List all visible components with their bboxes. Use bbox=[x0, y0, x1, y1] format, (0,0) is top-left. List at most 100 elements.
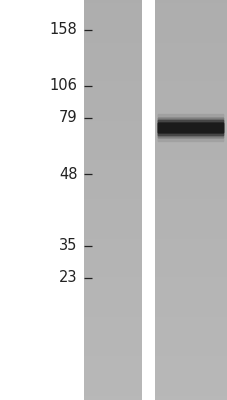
Bar bbox=[84, 197, 142, 199]
Bar bbox=[154, 24, 227, 25]
Bar bbox=[84, 388, 142, 389]
Bar bbox=[154, 201, 227, 203]
Bar bbox=[154, 242, 227, 244]
Bar bbox=[154, 209, 227, 211]
Bar bbox=[154, 384, 227, 385]
Bar bbox=[84, 237, 142, 239]
Bar bbox=[154, 352, 227, 353]
Bar bbox=[84, 28, 142, 29]
Bar bbox=[84, 256, 142, 257]
Bar bbox=[154, 78, 227, 80]
Bar bbox=[84, 288, 142, 289]
Bar bbox=[154, 228, 227, 229]
Bar bbox=[84, 385, 142, 387]
Bar bbox=[154, 41, 227, 43]
Bar bbox=[154, 220, 227, 221]
Bar bbox=[84, 369, 142, 371]
Bar bbox=[84, 234, 142, 236]
Bar bbox=[84, 9, 142, 11]
Bar bbox=[154, 317, 227, 319]
Bar bbox=[154, 82, 227, 84]
Bar bbox=[84, 254, 142, 256]
Bar bbox=[84, 160, 142, 161]
Bar bbox=[84, 320, 142, 321]
Bar bbox=[84, 188, 142, 189]
Bar bbox=[154, 154, 227, 156]
Bar bbox=[154, 232, 227, 233]
Bar bbox=[84, 88, 142, 89]
Bar bbox=[84, 58, 142, 60]
Bar bbox=[84, 318, 142, 320]
Bar bbox=[84, 56, 142, 57]
Bar bbox=[154, 206, 227, 208]
Bar bbox=[154, 349, 227, 351]
Bar bbox=[154, 85, 227, 87]
Bar bbox=[154, 204, 227, 205]
Bar bbox=[84, 396, 142, 397]
Bar bbox=[154, 244, 227, 245]
Bar bbox=[154, 182, 227, 184]
Bar bbox=[84, 141, 142, 143]
Bar bbox=[84, 0, 142, 1]
Bar bbox=[154, 270, 227, 272]
Bar bbox=[154, 277, 227, 279]
Bar bbox=[84, 110, 142, 112]
Bar bbox=[84, 241, 142, 243]
Bar bbox=[154, 330, 227, 332]
Bar bbox=[84, 161, 142, 163]
Bar bbox=[154, 121, 227, 123]
Bar bbox=[84, 64, 142, 65]
Bar bbox=[84, 206, 142, 208]
Bar bbox=[154, 116, 227, 117]
Bar bbox=[154, 106, 227, 108]
Bar bbox=[84, 389, 142, 391]
Bar bbox=[154, 172, 227, 173]
Bar bbox=[84, 82, 142, 84]
Bar bbox=[154, 60, 227, 61]
Bar bbox=[154, 29, 227, 31]
Bar bbox=[154, 124, 227, 125]
Bar bbox=[84, 118, 142, 120]
Bar bbox=[84, 69, 142, 71]
Bar bbox=[154, 230, 227, 232]
Bar bbox=[84, 106, 142, 108]
Bar bbox=[84, 353, 142, 355]
Bar bbox=[154, 325, 227, 327]
Bar bbox=[84, 86, 142, 88]
Bar bbox=[84, 196, 142, 197]
Bar bbox=[84, 34, 142, 36]
Bar bbox=[154, 357, 227, 359]
Bar bbox=[84, 76, 142, 77]
Bar bbox=[84, 361, 142, 363]
Bar bbox=[154, 208, 227, 209]
Bar bbox=[154, 256, 227, 257]
Bar bbox=[84, 245, 142, 247]
Bar bbox=[154, 308, 227, 309]
Bar bbox=[84, 300, 142, 301]
Text: 79: 79 bbox=[59, 110, 77, 126]
Bar bbox=[84, 252, 142, 253]
Bar bbox=[84, 282, 142, 284]
Bar bbox=[84, 338, 142, 340]
Bar bbox=[84, 136, 142, 137]
Bar bbox=[84, 49, 142, 51]
Bar bbox=[154, 37, 227, 39]
Bar bbox=[84, 108, 142, 109]
Bar bbox=[84, 394, 142, 396]
Bar bbox=[84, 45, 142, 47]
Bar bbox=[84, 117, 142, 119]
Bar bbox=[154, 62, 227, 64]
Bar bbox=[84, 393, 142, 395]
FancyBboxPatch shape bbox=[157, 122, 223, 134]
Bar bbox=[84, 130, 142, 132]
Bar bbox=[154, 45, 227, 47]
Bar bbox=[154, 386, 227, 388]
Bar bbox=[84, 233, 142, 235]
Bar bbox=[154, 353, 227, 355]
Bar bbox=[154, 301, 227, 303]
Bar bbox=[154, 226, 227, 228]
Bar bbox=[84, 138, 142, 140]
Bar bbox=[84, 221, 142, 223]
Bar bbox=[84, 280, 142, 281]
Bar bbox=[84, 189, 142, 191]
